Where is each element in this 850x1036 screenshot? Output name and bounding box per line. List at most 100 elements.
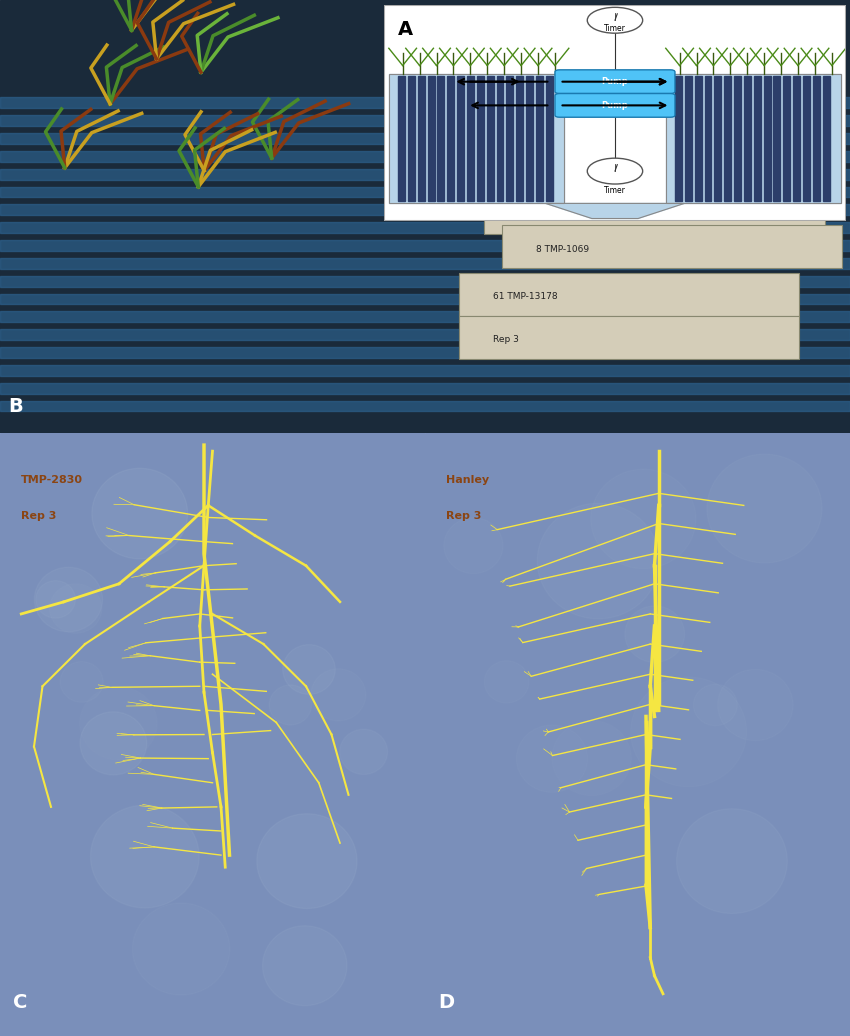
Bar bbox=[428, 77, 434, 201]
Ellipse shape bbox=[263, 926, 347, 1006]
Bar bbox=[447, 77, 454, 201]
Ellipse shape bbox=[60, 662, 103, 702]
Text: 109 TMP-1174: 109 TMP-1174 bbox=[502, 175, 566, 184]
Bar bbox=[0, 382, 850, 394]
Text: D: D bbox=[438, 992, 454, 1012]
Bar bbox=[0, 223, 850, 233]
Bar bbox=[388, 75, 564, 203]
Bar bbox=[0, 97, 850, 108]
Ellipse shape bbox=[517, 725, 587, 793]
Ellipse shape bbox=[269, 685, 311, 725]
Bar bbox=[823, 77, 830, 201]
FancyBboxPatch shape bbox=[484, 191, 824, 234]
Bar bbox=[694, 77, 701, 201]
Circle shape bbox=[587, 7, 643, 33]
Ellipse shape bbox=[257, 813, 357, 909]
Ellipse shape bbox=[444, 518, 503, 574]
Text: B: B bbox=[8, 397, 23, 415]
Ellipse shape bbox=[80, 712, 147, 775]
FancyBboxPatch shape bbox=[450, 121, 790, 165]
Bar bbox=[0, 276, 850, 287]
Ellipse shape bbox=[625, 606, 684, 662]
FancyBboxPatch shape bbox=[459, 316, 799, 359]
Bar bbox=[813, 77, 819, 201]
Text: TMP-2830: TMP-2830 bbox=[21, 476, 83, 485]
Ellipse shape bbox=[340, 729, 388, 775]
Bar bbox=[803, 77, 810, 201]
Bar bbox=[457, 77, 464, 201]
Text: Pump: Pump bbox=[602, 100, 628, 110]
Text: C: C bbox=[13, 992, 27, 1012]
Bar bbox=[754, 77, 761, 201]
Bar bbox=[388, 75, 564, 203]
Text: 8 TMP-1069: 8 TMP-1069 bbox=[536, 244, 588, 254]
Text: A: A bbox=[398, 21, 413, 39]
Bar bbox=[507, 77, 513, 201]
Text: Timer: Timer bbox=[604, 186, 626, 195]
Bar bbox=[675, 77, 682, 201]
Ellipse shape bbox=[677, 809, 787, 914]
Ellipse shape bbox=[311, 669, 365, 721]
Ellipse shape bbox=[717, 669, 793, 741]
FancyBboxPatch shape bbox=[555, 93, 675, 117]
Bar bbox=[784, 77, 790, 201]
Ellipse shape bbox=[80, 687, 157, 760]
Text: Rep 3: Rep 3 bbox=[493, 336, 518, 344]
Text: 65 Prairi: 65 Prairi bbox=[468, 102, 506, 111]
FancyBboxPatch shape bbox=[502, 225, 842, 268]
Ellipse shape bbox=[552, 721, 632, 796]
Ellipse shape bbox=[34, 568, 103, 632]
Ellipse shape bbox=[707, 454, 822, 563]
Bar bbox=[546, 77, 552, 201]
Ellipse shape bbox=[631, 678, 746, 786]
Text: 14 TMP-13163: 14 TMP-13163 bbox=[518, 210, 583, 219]
Bar bbox=[685, 77, 692, 201]
Ellipse shape bbox=[484, 661, 529, 703]
Bar bbox=[666, 75, 842, 203]
Bar bbox=[0, 329, 850, 340]
Ellipse shape bbox=[36, 581, 76, 618]
Text: 79 TMP-2564: 79 TMP-2564 bbox=[484, 141, 543, 149]
Bar bbox=[0, 240, 850, 251]
Bar bbox=[714, 77, 722, 201]
Bar bbox=[516, 77, 523, 201]
Text: Timer: Timer bbox=[604, 24, 626, 33]
Bar bbox=[438, 77, 445, 201]
Ellipse shape bbox=[694, 684, 737, 725]
Text: Rep 3: Rep 3 bbox=[21, 512, 57, 521]
Ellipse shape bbox=[92, 468, 188, 558]
Ellipse shape bbox=[49, 583, 102, 633]
Bar bbox=[734, 77, 741, 201]
Bar bbox=[526, 77, 533, 201]
Polygon shape bbox=[546, 203, 684, 219]
Bar bbox=[0, 115, 850, 126]
Bar bbox=[0, 293, 850, 305]
Bar bbox=[0, 133, 850, 144]
FancyBboxPatch shape bbox=[555, 69, 675, 93]
Bar bbox=[0, 347, 850, 357]
Bar bbox=[724, 77, 731, 201]
Bar bbox=[705, 77, 711, 201]
Ellipse shape bbox=[90, 805, 199, 908]
Circle shape bbox=[587, 159, 643, 184]
Bar bbox=[0, 401, 850, 411]
Bar bbox=[467, 77, 474, 201]
Bar bbox=[0, 186, 850, 198]
Text: 61 TMP-13178: 61 TMP-13178 bbox=[493, 292, 558, 301]
Bar bbox=[0, 151, 850, 162]
Bar bbox=[744, 77, 751, 201]
Bar bbox=[666, 75, 842, 203]
FancyBboxPatch shape bbox=[459, 272, 799, 316]
Bar bbox=[398, 77, 405, 201]
Ellipse shape bbox=[537, 503, 660, 618]
Ellipse shape bbox=[133, 903, 230, 995]
FancyBboxPatch shape bbox=[468, 155, 808, 199]
Bar bbox=[0, 365, 850, 376]
Ellipse shape bbox=[591, 469, 696, 569]
Bar bbox=[0, 258, 850, 268]
Bar bbox=[408, 77, 415, 201]
Bar bbox=[0, 204, 850, 215]
Bar bbox=[417, 77, 425, 201]
Bar bbox=[487, 77, 494, 201]
Bar bbox=[536, 77, 543, 201]
